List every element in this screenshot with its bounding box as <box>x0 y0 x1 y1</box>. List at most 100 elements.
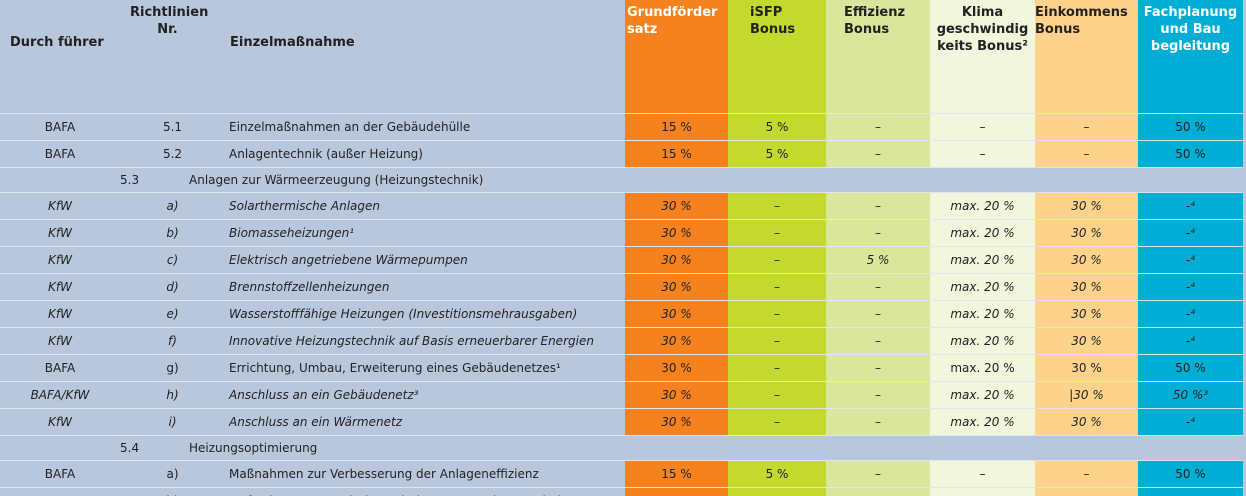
cell-massnahme: Anlagentechnik (außer Heizung) <box>225 140 625 168</box>
table-row: KfW e) Wasserstofffähige Heizungen (Invest… <box>0 300 1243 328</box>
cell-nr: h) <box>120 381 225 409</box>
cell-effizienz-bonus: – <box>826 487 930 496</box>
cell-fachplanung: 50 % <box>1138 354 1243 382</box>
cell-isfp-bonus: 5 % <box>728 140 826 168</box>
cell-nr: e) <box>120 300 225 328</box>
cell-massnahme: Wasserstofffähige Heizungen (Investition… <box>225 300 625 328</box>
table-row: BAFA g) Errichtung, Umbau, Erweiterung ein… <box>0 354 1243 382</box>
cell-nr: c) <box>120 246 225 274</box>
cell-grundfoerdersatz: 30 % <box>625 354 728 382</box>
cell-isfp-bonus: – <box>728 219 826 247</box>
header-einkommens-bonus: Einkommens Bonus <box>1035 0 1138 114</box>
cell-massnahme: Brennstoffzellenheizungen <box>225 273 625 301</box>
cell-fachplanung: -⁴ <box>1138 219 1243 247</box>
cell-massnahme: Einzelmaßnahmen an der Gebäudehülle <box>225 113 625 141</box>
cell-fachplanung: -⁴ <box>1138 192 1243 220</box>
cell-einkommens-bonus: 30 % <box>1035 246 1138 274</box>
cell-klima-bonus: max. 20 % <box>930 192 1035 220</box>
cell-massnahme: Maßnahmen zur Verbesserung der Anlagenef… <box>225 460 625 488</box>
cell-grundfoerdersatz: 30 % <box>625 381 728 409</box>
header-effizienz-bonus: Effizienz Bonus <box>826 0 930 114</box>
section-label: Anlagen zur Wärmeerzeugung (Heizungstech… <box>185 167 1203 193</box>
header-fachplanung: Fachplanung und Bau begleitung <box>1138 0 1243 114</box>
table-row: KfW f) Innovative Heizungstechnik auf Basi… <box>0 327 1243 355</box>
cell-isfp-bonus: – <box>728 327 826 355</box>
header-richtlinien-nr: Richtlinien Nr. <box>120 0 225 114</box>
cell-massnahme: Elektrisch angetriebene Wärmepumpen <box>225 246 625 274</box>
table-row: KfW b) Biomasseheizungen¹ 30 % – – max. 20 % 30… <box>0 219 1243 247</box>
cell-einkommens-bonus: 30 % <box>1035 408 1138 436</box>
cell-massnahme: Anschluss an ein Wärmenetz <box>225 408 625 436</box>
header-einzelmassnahme: Einzelmaßnahme <box>225 0 625 114</box>
table-row: BAFA/KfW h) Anschluss an ein Gebäudenetz³ 3… <box>0 381 1243 409</box>
cell-einkommens-bonus: – <box>1035 140 1138 168</box>
cell-durchfuehrer: BAFA <box>0 354 120 382</box>
cell-einkommens-bonus: 30 % <box>1035 300 1138 328</box>
section-row: 5.3 Anlagen zur Wärmeerzeugung (Heizungst… <box>0 167 1243 193</box>
cell-isfp-bonus: – <box>728 408 826 436</box>
cell-massnahme: Biomasseheizungen¹ <box>225 219 625 247</box>
table-row: KfW c) Elektrisch angetriebene Wärmepumpen… <box>0 246 1243 274</box>
cell-fachplanung: -⁴ <box>1138 273 1243 301</box>
cell-klima-bonus: max. 20 % <box>930 246 1035 274</box>
table-row: BAFA 5.1 Einzelmaßnahmen an der Gebäudehül… <box>0 113 1243 141</box>
cell-massnahme: Maßnahmen zur Emissionsminderung von Bio… <box>225 487 625 496</box>
cell-einkommens-bonus: 30 % <box>1035 273 1138 301</box>
cell-nr: d) <box>120 273 225 301</box>
cell-grundfoerdersatz: 50 % <box>625 487 728 496</box>
cell-klima-bonus: max. 20 % <box>930 381 1035 409</box>
cell-einkommens-bonus: 30 % <box>1035 192 1138 220</box>
table-row: KfW a) Solarthermische Anlagen 30 % – – max. 2… <box>0 192 1243 220</box>
cell-effizienz-bonus: – <box>826 219 930 247</box>
header-isfp-bonus: iSFP Bonus <box>728 0 826 114</box>
cell-isfp-bonus: – <box>728 246 826 274</box>
cell-grundfoerdersatz: 30 % <box>625 300 728 328</box>
cell-einkommens-bonus: – <box>1035 487 1138 496</box>
cell-klima-bonus: max. 20 % <box>930 354 1035 382</box>
cell-massnahme: Innovative Heizungstechnik auf Basis ern… <box>225 327 625 355</box>
cell-effizienz-bonus: – <box>826 381 930 409</box>
cell-einkommens-bonus: – <box>1035 460 1138 488</box>
cell-klima-bonus: – <box>930 487 1035 496</box>
cell-durchfuehrer: BAFA <box>0 487 120 496</box>
section-label: Heizungsoptimierung <box>185 435 1203 461</box>
cell-grundfoerdersatz: 30 % <box>625 192 728 220</box>
cell-effizienz-bonus: – <box>826 408 930 436</box>
cell-klima-bonus: max. 20 % <box>930 327 1035 355</box>
cell-klima-bonus: max. 20 % <box>930 219 1035 247</box>
cell-effizienz-bonus: – <box>826 300 930 328</box>
cell-durchfuehrer: KfW <box>0 300 120 328</box>
table-row: KfW i) Anschluss an ein Wärmenetz 30 % – – max… <box>0 408 1243 436</box>
cell-effizienz-bonus: 5 % <box>826 246 930 274</box>
cell-durchfuehrer: KfW <box>0 219 120 247</box>
cell-grundfoerdersatz: 30 % <box>625 219 728 247</box>
cell-grundfoerdersatz: 30 % <box>625 327 728 355</box>
cell-effizienz-bonus: – <box>826 327 930 355</box>
header-grundfoerdersatz: Grundförder satz <box>625 0 728 114</box>
cell-grundfoerdersatz: 30 % <box>625 273 728 301</box>
cell-effizienz-bonus: – <box>826 354 930 382</box>
cell-durchfuehrer: KfW <box>0 246 120 274</box>
cell-fachplanung: 50 % <box>1138 487 1243 496</box>
cell-fachplanung: 50 % <box>1138 460 1243 488</box>
cell-klima-bonus: max. 20 % <box>930 273 1035 301</box>
cell-nr: i) <box>120 408 225 436</box>
cell-massnahme: Errichtung, Umbau, Erweiterung eines Geb… <box>225 354 625 382</box>
cell-durchfuehrer: KfW <box>0 273 120 301</box>
cell-klima-bonus: – <box>930 113 1035 141</box>
cell-nr: f) <box>120 327 225 355</box>
cell-isfp-bonus: – <box>728 381 826 409</box>
cell-einkommens-bonus: 30 % <box>1035 354 1138 382</box>
cell-isfp-bonus: – <box>728 354 826 382</box>
cell-klima-bonus: max. 20 % <box>930 300 1035 328</box>
cell-nr: b) <box>120 487 225 496</box>
cell-fachplanung: 50 % <box>1138 113 1243 141</box>
section-row: 5.4 Heizungsoptimierung <box>0 435 1243 461</box>
cell-nr: 5.1 <box>120 113 225 141</box>
cell-isfp-bonus: – <box>728 487 826 496</box>
cell-einkommens-bonus: 30 % <box>1035 219 1138 247</box>
cell-isfp-bonus: – <box>728 273 826 301</box>
table-row: KfW d) Brennstoffzellenheizungen 30 % – – max.… <box>0 273 1243 301</box>
cell-durchfuehrer: KfW <box>0 192 120 220</box>
